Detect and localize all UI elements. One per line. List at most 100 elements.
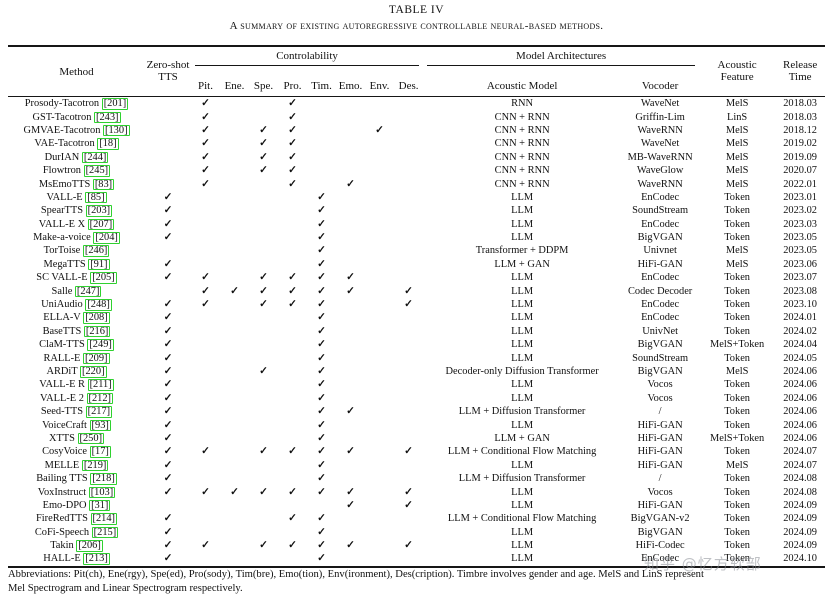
col-header-des: Des. xyxy=(394,75,424,97)
citation-link[interactable]: [201] xyxy=(101,98,129,110)
cell-zero-shot: ✓ xyxy=(163,379,173,391)
cell-ene xyxy=(220,177,249,190)
cell-acoustic-model: LLM + Diffusion Transformer xyxy=(458,473,586,485)
cell-tim: ✓ xyxy=(317,526,326,538)
cell-acoustic-feature: MelS xyxy=(725,138,749,150)
citation-link[interactable]: [103] xyxy=(88,486,116,499)
cell-spe: ✓ xyxy=(259,285,268,297)
citation-link[interactable]: [217] xyxy=(85,406,113,418)
citation-link[interactable]: [212] xyxy=(86,392,114,405)
cell-ene xyxy=(220,512,249,525)
cell-vocoder: SoundStream xyxy=(632,205,689,217)
cell-release-time: 2024.07 xyxy=(783,459,817,471)
citation-link[interactable]: [93] xyxy=(89,419,111,432)
citation-link[interactable]: [245] xyxy=(83,165,111,177)
cell-acoustic-feature: Token xyxy=(724,526,751,538)
cell-des: ✓ xyxy=(404,299,413,311)
footnote-line-1: Abbreviations: Pit(ch), Ene(rgy), Spe(ed… xyxy=(8,569,704,580)
cell-ene xyxy=(220,338,249,351)
table-row: HALL-E [213] ✓ ✓ LLM EnCodec Token 2024.10 xyxy=(8,552,825,566)
citation-link[interactable]: [17] xyxy=(89,446,111,458)
cell-acoustic-model: LLM xyxy=(511,540,534,552)
cell-des xyxy=(394,218,423,231)
cell-acoustic-feature: Token xyxy=(724,446,751,458)
citation-link[interactable]: [214] xyxy=(90,513,118,525)
cell-pro: ✓ xyxy=(288,124,297,136)
citation-link[interactable]: [211] xyxy=(87,379,114,391)
cell-spe xyxy=(249,325,278,338)
citation-link[interactable]: [18] xyxy=(97,138,119,150)
citation-link[interactable]: [215] xyxy=(91,526,119,539)
cell-acoustic-feature: Token xyxy=(724,486,751,498)
citation-link[interactable]: [250] xyxy=(77,432,105,445)
cell-pit: ✓ xyxy=(201,272,210,284)
method-name: RALL-E xyxy=(43,352,84,364)
cell-tim: ✓ xyxy=(317,272,326,284)
cell-spe xyxy=(249,512,278,525)
cell-emo: ✓ xyxy=(346,540,355,552)
method-name: MsEmoTTS xyxy=(38,178,93,190)
cell-tim: ✓ xyxy=(317,232,326,244)
method-name: UniAudio xyxy=(41,299,86,311)
cell-spe: ✓ xyxy=(259,124,268,136)
citation-link[interactable]: [249] xyxy=(87,339,114,351)
citation-link[interactable]: [83] xyxy=(92,178,115,191)
cell-ene xyxy=(220,325,249,338)
cell-emo xyxy=(336,97,365,111)
cell-vocoder: BigVGAN xyxy=(637,526,683,538)
method-cell: MsEmoTTS [83] xyxy=(8,177,145,191)
table-row: SC VALL-E [205] ✓ ✓ ✓ ✓ ✓ ✓ LLM EnCodec Token 2023… xyxy=(8,271,825,284)
cell-emo: ✓ xyxy=(346,285,355,297)
cell-pit xyxy=(191,392,220,405)
citation-link[interactable]: [246] xyxy=(82,245,110,257)
cell-pro: ✓ xyxy=(288,513,297,525)
citation-link[interactable]: [209] xyxy=(83,352,110,365)
cell-acoustic-model: LLM xyxy=(511,312,534,324)
citation-link[interactable]: [244] xyxy=(81,151,109,164)
citation-link[interactable]: [130] xyxy=(103,124,130,137)
method-name: ARDiT xyxy=(46,366,81,377)
cell-acoustic-model: LLM xyxy=(511,232,534,244)
citation-link[interactable]: [203] xyxy=(85,205,113,217)
citation-link[interactable]: [216] xyxy=(83,325,111,338)
citation-link[interactable]: [204] xyxy=(93,232,120,244)
cell-spe xyxy=(249,499,278,512)
citation-link[interactable]: [220] xyxy=(80,366,107,378)
table-row: CosyVoice [17] ✓ ✓ ✓ ✓ ✓ ✓ ✓ LLM + Conditional F… xyxy=(8,445,825,458)
citation-link[interactable]: [207] xyxy=(87,218,115,231)
citation-link[interactable]: [219] xyxy=(81,459,109,472)
citation-link[interactable]: [91] xyxy=(88,258,110,271)
citation-link[interactable]: [85] xyxy=(85,191,107,204)
cell-release-time: 2024.05 xyxy=(783,352,817,364)
table-row: UniAudio [248] ✓ ✓ ✓ ✓ ✓ ✓ LLM EnCodec Token 2023.… xyxy=(8,298,825,311)
citation-link[interactable]: [247] xyxy=(74,285,102,298)
cell-acoustic-model: CNN + RNN xyxy=(494,124,550,136)
table-row: Takin [206] ✓ ✓ ✓ ✓ ✓ ✓ ✓ LLM HiFi-Codec Token 2024… xyxy=(8,539,825,552)
citation-link[interactable]: [213] xyxy=(83,553,110,565)
citation-link[interactable]: [248] xyxy=(85,299,112,311)
citation-link[interactable]: [218] xyxy=(90,473,117,485)
citation-link[interactable]: [208] xyxy=(83,312,110,324)
citation-link[interactable]: [31] xyxy=(89,499,111,512)
cell-env xyxy=(365,110,394,123)
citation-link[interactable]: [205] xyxy=(90,272,117,284)
citation-link[interactable]: [243] xyxy=(94,111,121,124)
table-subtitle: A summary of existing autoregressive con… xyxy=(229,20,604,32)
table-row: Seed-TTS [217] ✓ ✓ ✓ LLM + Diffusion Transfo… xyxy=(8,405,825,418)
method-cell: ARDiT [220] xyxy=(8,365,145,378)
table-row: ELLA-V [208] ✓ ✓ LLM EnCodec Token 2024.01 xyxy=(8,311,825,324)
cell-des xyxy=(394,271,423,284)
citation-link[interactable]: [206] xyxy=(76,540,103,552)
table-row: TorToise [246] ✓ Transformer + DDPM Univnet… xyxy=(8,244,825,257)
cell-zero-shot xyxy=(145,151,191,164)
cell-zero-shot: ✓ xyxy=(163,553,173,565)
cell-ene xyxy=(220,311,249,324)
cell-pit xyxy=(191,552,220,566)
cell-ene xyxy=(220,218,249,231)
table-row: VALL-E [85] ✓ ✓ LLM EnCodec Token 2023.01 xyxy=(8,191,825,204)
cell-spe xyxy=(249,418,278,431)
table-row: VAE-Tacotron [18] ✓ ✓ ✓ CNN + RNN WaveNet MelS… xyxy=(8,137,825,150)
cell-zero-shot: ✓ xyxy=(163,432,173,444)
cell-acoustic-feature: Token xyxy=(724,218,751,230)
cell-emo: ✓ xyxy=(346,446,355,458)
